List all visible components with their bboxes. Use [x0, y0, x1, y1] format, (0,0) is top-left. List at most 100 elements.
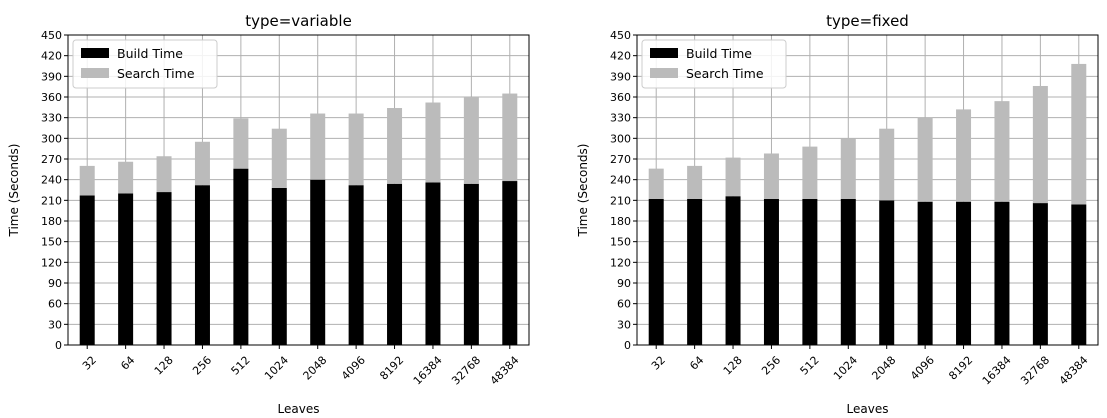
x-tick-label: 4096	[908, 354, 937, 383]
x-tick-label: 48384	[488, 354, 522, 388]
x-tick-label: 64	[118, 354, 137, 373]
y-axis-label: Time (Seconds)	[7, 144, 21, 238]
y-tick-label: 240	[41, 174, 62, 187]
bar-build-time-4096	[917, 201, 933, 345]
x-axis: 32 64 128 256 512 1024 2048 4096 8192 16384 32768 4…	[80, 345, 522, 388]
x-tick-label: 64	[687, 354, 706, 373]
y-tick-label: 330	[610, 112, 631, 125]
bar-search-time-32768	[463, 97, 479, 184]
y-axis: 0 30 60 90 120 150 180 210 240 270 300 330 360 390 420…	[610, 29, 637, 352]
bar-search-time-128	[725, 157, 741, 197]
y-tick-label: 360	[610, 91, 631, 104]
bar-search-time-16384	[994, 101, 1010, 202]
x-tick-label: 32	[80, 354, 99, 373]
bars	[648, 63, 1087, 345]
y-tick-label: 300	[610, 132, 631, 145]
y-tick-label: 30	[617, 318, 631, 331]
bar-search-time-256	[194, 141, 210, 186]
y-tick-label: 180	[610, 215, 631, 228]
x-tick-label: 8192	[377, 354, 406, 383]
bar-build-time-128	[725, 196, 741, 345]
legend: Build Time Search Time	[641, 39, 787, 89]
bar-build-time-64	[118, 193, 134, 345]
y-tick-label: 0	[55, 339, 62, 352]
chart-type-variable: 0 30 60 90 120 150 180 210 240 270 300 330 360 390 420…	[7, 12, 530, 416]
x-tick-label: 128	[721, 354, 745, 378]
y-tick-label: 180	[41, 215, 62, 228]
bar-search-time-8192	[956, 109, 972, 202]
y-tick-label: 420	[41, 50, 62, 63]
bar-build-time-32	[648, 198, 664, 345]
x-tick-label: 1024	[262, 354, 291, 383]
bar-search-time-32	[79, 165, 95, 196]
legend-swatch-search-time	[650, 68, 678, 78]
y-tick-label: 450	[610, 29, 631, 42]
bar-build-time-48384	[502, 181, 518, 345]
bar-build-time-256	[194, 185, 210, 345]
x-tick-label: 256	[759, 354, 783, 378]
legend-swatch-search-time	[81, 68, 109, 78]
bar-search-time-4096	[348, 113, 364, 186]
y-axis: 0 30 60 90 120 150 180 210 240 270 300 330 360 390 420…	[41, 29, 68, 352]
chart-type-fixed: 0 30 60 90 120 150 180 210 240 270 300 330 360 390 420…	[576, 12, 1099, 416]
x-tick-label: 32768	[1018, 354, 1052, 388]
chart-title: type=variable	[245, 12, 352, 30]
y-tick-label: 150	[41, 236, 62, 249]
y-tick-label: 450	[41, 29, 62, 42]
bars	[79, 93, 518, 345]
bar-build-time-4096	[348, 185, 364, 345]
x-tick-label: 4096	[339, 354, 368, 383]
bar-search-time-512	[802, 146, 818, 199]
bar-build-time-1024	[271, 187, 287, 345]
bar-build-time-16384	[994, 201, 1010, 345]
y-tick-label: 390	[610, 70, 631, 83]
chart-title: type=fixed	[826, 12, 909, 30]
x-axis-label: Leaves	[847, 402, 889, 416]
bar-search-time-256	[763, 153, 779, 199]
legend-label-search-time: Search Time	[686, 66, 764, 81]
x-tick-label: 2048	[869, 354, 898, 383]
y-tick-label: 120	[610, 256, 631, 269]
y-tick-label: 270	[610, 153, 631, 166]
y-tick-label: 360	[41, 91, 62, 104]
x-tick-label: 8192	[946, 354, 975, 383]
bar-build-time-2048	[310, 179, 326, 345]
bar-search-time-64	[118, 161, 134, 194]
bar-build-time-512	[233, 168, 249, 345]
bar-build-time-8192	[387, 183, 403, 345]
bar-build-time-16384	[425, 182, 441, 345]
y-tick-label: 30	[48, 318, 62, 331]
bar-search-time-32768	[1032, 85, 1048, 204]
bar-build-time-256	[763, 198, 779, 345]
x-tick-label: 32768	[449, 354, 483, 388]
bar-search-time-64	[687, 165, 703, 199]
bar-build-time-32768	[463, 183, 479, 345]
x-axis: 32 64 128 256 512 1024 2048 4096 8192 16384 32768 4…	[649, 345, 1091, 388]
legend-label-search-time: Search Time	[117, 66, 195, 81]
y-tick-label: 240	[610, 174, 631, 187]
bar-search-time-32	[648, 168, 664, 199]
bar-search-time-512	[233, 118, 249, 169]
bar-build-time-32	[79, 195, 95, 345]
bar-build-time-32768	[1032, 203, 1048, 345]
y-tick-label: 210	[41, 194, 62, 207]
bar-search-time-2048	[310, 113, 326, 180]
y-tick-label: 90	[617, 277, 631, 290]
bar-build-time-1024	[840, 198, 856, 345]
bar-build-time-512	[802, 198, 818, 345]
y-tick-label: 390	[41, 70, 62, 83]
y-tick-label: 210	[610, 194, 631, 207]
legend-swatch-build-time	[650, 48, 678, 58]
y-tick-label: 270	[41, 153, 62, 166]
y-tick-label: 0	[624, 339, 631, 352]
bar-build-time-64	[687, 198, 703, 345]
x-tick-label: 16384	[411, 354, 445, 388]
x-tick-label: 256	[190, 354, 214, 378]
y-tick-label: 120	[41, 256, 62, 269]
bar-search-time-48384	[502, 93, 518, 182]
plot-frame	[636, 34, 1099, 346]
y-axis-label: Time (Seconds)	[576, 144, 590, 238]
y-tick-label: 300	[41, 132, 62, 145]
bar-build-time-128	[156, 192, 172, 345]
